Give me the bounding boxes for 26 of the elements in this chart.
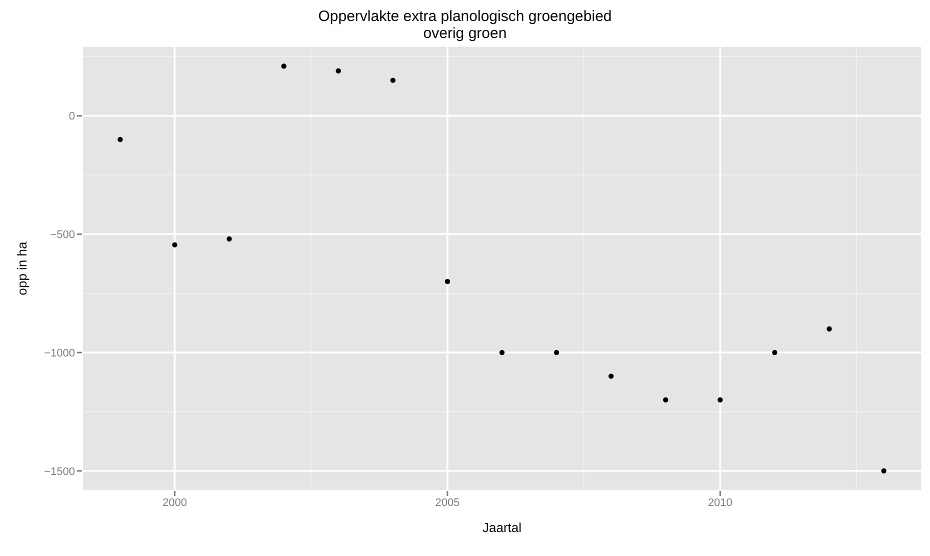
point: [444, 278, 450, 284]
point: [772, 350, 778, 356]
point: [554, 350, 560, 356]
point: [390, 78, 396, 83]
y-tick-label: −1500: [44, 466, 75, 478]
point: [608, 374, 614, 379]
x-tick-label: 2005: [435, 496, 460, 509]
point: [718, 397, 723, 402]
y-axis-title: opp in ha: [14, 240, 30, 296]
point: [226, 236, 232, 242]
point: [336, 68, 341, 74]
point: [499, 350, 505, 356]
x-tick-label: 2010: [708, 496, 732, 509]
point: [826, 326, 832, 332]
point: [118, 136, 123, 142]
point: [881, 468, 886, 474]
point: [663, 397, 668, 402]
point: [172, 242, 178, 248]
y-tick-label: 0: [68, 110, 75, 123]
x-tick-label: 2000: [162, 496, 187, 509]
chart-subtitle: overig groen: [422, 25, 508, 42]
y-tick-label: −500: [50, 229, 75, 242]
y-tick-label: −1000: [44, 347, 75, 360]
x-axis-title: Jaartal: [482, 520, 522, 535]
point: [281, 64, 286, 69]
chart-title: Oppervlakte extra planologisch groengebied: [317, 8, 613, 25]
